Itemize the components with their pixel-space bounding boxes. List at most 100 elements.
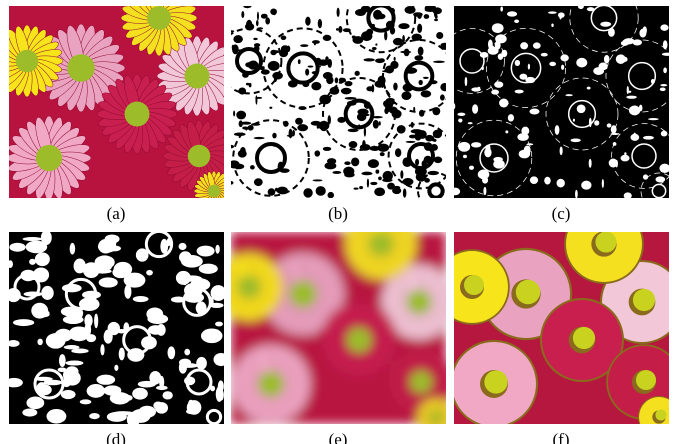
speck xyxy=(325,56,328,61)
speck xyxy=(392,110,402,119)
speck xyxy=(424,142,433,151)
speck xyxy=(453,103,455,109)
blob xyxy=(124,273,146,288)
speck xyxy=(576,58,587,68)
speck xyxy=(305,69,309,76)
speck xyxy=(241,11,244,18)
speck xyxy=(288,80,298,87)
speck xyxy=(337,8,340,17)
panel-image xyxy=(217,0,455,209)
speck xyxy=(480,52,489,58)
panel-image xyxy=(213,206,459,437)
speck xyxy=(373,120,379,129)
speck xyxy=(440,83,449,91)
speck xyxy=(270,50,276,55)
speck xyxy=(659,164,670,173)
speck xyxy=(611,125,617,133)
speck xyxy=(469,166,474,170)
panel-label: (b) xyxy=(328,204,348,223)
speck xyxy=(492,23,504,33)
region xyxy=(655,409,666,420)
speck xyxy=(440,94,445,100)
speck xyxy=(366,86,373,91)
speck xyxy=(387,183,395,190)
speck xyxy=(421,90,432,97)
speck xyxy=(283,121,289,127)
speck xyxy=(354,187,359,189)
speck xyxy=(332,171,341,174)
flower-center xyxy=(347,328,372,353)
speck xyxy=(261,69,270,74)
blob xyxy=(23,237,43,241)
speck xyxy=(233,110,235,116)
region xyxy=(633,289,655,311)
speck xyxy=(655,176,665,182)
speck xyxy=(639,29,646,38)
speck xyxy=(395,148,401,157)
blob xyxy=(5,378,23,387)
blob xyxy=(199,264,218,274)
blob xyxy=(63,315,84,324)
speck xyxy=(275,188,278,192)
flower-center xyxy=(208,185,221,198)
speck xyxy=(662,53,673,56)
blob xyxy=(184,349,190,356)
speck xyxy=(370,182,377,185)
blob xyxy=(133,296,149,302)
speck xyxy=(602,179,604,188)
speck xyxy=(370,146,380,151)
speck xyxy=(458,118,462,122)
speck xyxy=(424,14,430,19)
blob xyxy=(61,390,76,399)
panel-image xyxy=(5,230,228,427)
speck xyxy=(390,8,395,14)
speck xyxy=(587,87,591,90)
speck xyxy=(484,148,491,157)
speck xyxy=(243,4,251,8)
region xyxy=(636,370,656,390)
speck xyxy=(246,20,252,29)
blob xyxy=(183,275,202,281)
speck xyxy=(364,101,371,109)
speck xyxy=(363,58,374,61)
panel-label: (f) xyxy=(553,430,570,444)
speck xyxy=(269,107,272,109)
speck xyxy=(362,140,366,149)
blob xyxy=(113,411,134,415)
speck xyxy=(248,125,254,131)
speck xyxy=(411,122,414,128)
speck xyxy=(251,123,260,126)
speck xyxy=(393,38,403,45)
blob xyxy=(104,330,113,344)
blob xyxy=(100,344,104,355)
speck xyxy=(419,80,423,85)
speck xyxy=(414,55,423,60)
speck xyxy=(393,83,397,91)
speck xyxy=(577,104,586,113)
flower-center xyxy=(185,64,210,89)
speck xyxy=(402,157,412,167)
speck xyxy=(629,106,640,116)
speck xyxy=(273,9,277,15)
blob xyxy=(99,277,118,287)
flower-center xyxy=(188,145,211,168)
speck xyxy=(308,65,314,67)
speck xyxy=(415,167,427,177)
blob xyxy=(94,314,98,329)
speck xyxy=(343,28,351,32)
flower-center xyxy=(410,371,433,394)
speck xyxy=(663,67,667,73)
speck xyxy=(347,101,357,106)
speck xyxy=(405,67,417,73)
speck xyxy=(281,35,287,40)
speck xyxy=(380,152,385,156)
blob xyxy=(215,245,219,254)
blob xyxy=(156,386,168,390)
speck xyxy=(384,31,387,41)
flower-center xyxy=(430,411,443,424)
speck xyxy=(351,157,359,166)
speck xyxy=(240,147,246,155)
speck xyxy=(482,66,484,70)
speck xyxy=(272,143,277,147)
speck xyxy=(495,34,507,43)
